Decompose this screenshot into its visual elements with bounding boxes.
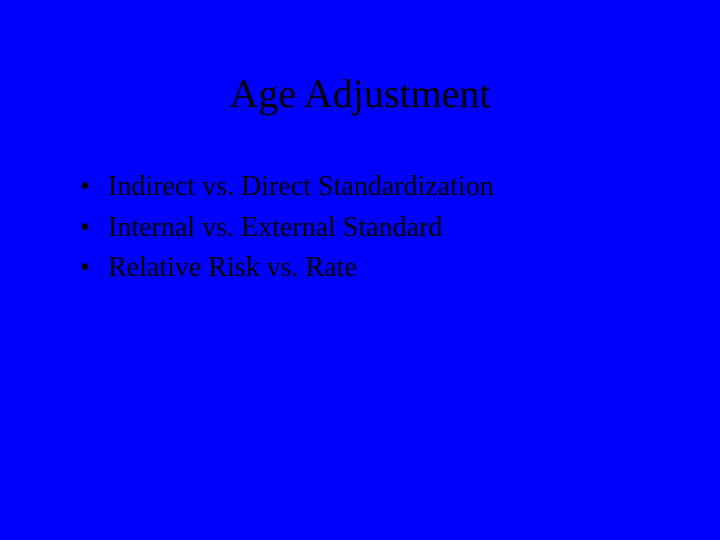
bullet-list: Indirect vs. Direct Standardization Inte… — [50, 167, 670, 289]
slide-title: Age Adjustment — [50, 70, 670, 117]
bullet-item: Indirect vs. Direct Standardization — [80, 167, 670, 208]
bullet-item: Relative Risk vs. Rate — [80, 248, 670, 289]
bullet-item: Internal vs. External Standard — [80, 208, 670, 249]
slide-container: Age Adjustment Indirect vs. Direct Stand… — [0, 0, 720, 540]
